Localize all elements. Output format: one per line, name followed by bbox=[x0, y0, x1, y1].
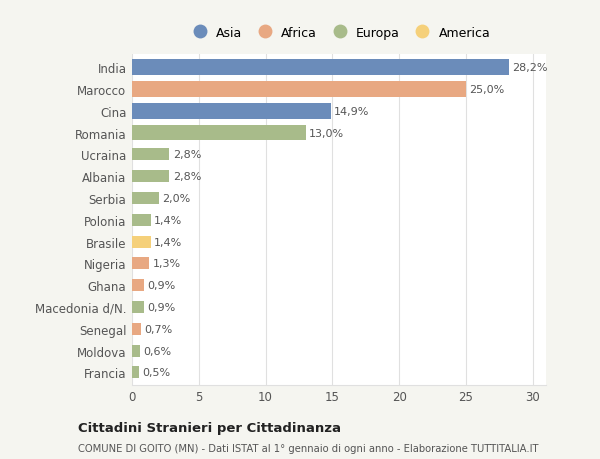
Text: 25,0%: 25,0% bbox=[469, 85, 505, 95]
Bar bbox=[132, 280, 144, 291]
Bar bbox=[132, 149, 169, 161]
Text: 0,9%: 0,9% bbox=[148, 302, 176, 312]
Text: Cittadini Stranieri per Cittadinanza: Cittadini Stranieri per Cittadinanza bbox=[78, 421, 341, 434]
Bar bbox=[132, 82, 466, 98]
Bar bbox=[132, 125, 305, 141]
Text: 1,3%: 1,3% bbox=[152, 259, 181, 269]
Legend: Asia, Africa, Europa, America: Asia, Africa, Europa, America bbox=[182, 22, 496, 45]
Text: 13,0%: 13,0% bbox=[309, 129, 344, 138]
Text: 0,7%: 0,7% bbox=[145, 324, 173, 334]
Bar bbox=[132, 367, 139, 379]
Text: 0,5%: 0,5% bbox=[142, 368, 170, 377]
Text: 2,0%: 2,0% bbox=[162, 194, 190, 204]
Text: 2,8%: 2,8% bbox=[173, 150, 201, 160]
Bar bbox=[132, 60, 509, 76]
Text: 14,9%: 14,9% bbox=[334, 106, 370, 117]
Text: COMUNE DI GOITO (MN) - Dati ISTAT al 1° gennaio di ogni anno - Elaborazione TUTT: COMUNE DI GOITO (MN) - Dati ISTAT al 1° … bbox=[78, 443, 539, 453]
Bar bbox=[132, 301, 144, 313]
Bar bbox=[132, 323, 142, 335]
Bar bbox=[132, 258, 149, 270]
Text: 28,2%: 28,2% bbox=[512, 63, 547, 73]
Bar bbox=[132, 345, 140, 357]
Bar bbox=[132, 214, 151, 226]
Text: 2,8%: 2,8% bbox=[173, 172, 201, 182]
Text: 1,4%: 1,4% bbox=[154, 237, 182, 247]
Bar bbox=[132, 236, 151, 248]
Text: 0,9%: 0,9% bbox=[148, 280, 176, 291]
Bar bbox=[132, 171, 169, 183]
Text: 1,4%: 1,4% bbox=[154, 215, 182, 225]
Text: 0,6%: 0,6% bbox=[143, 346, 172, 356]
Bar bbox=[132, 104, 331, 119]
Bar bbox=[132, 193, 159, 205]
